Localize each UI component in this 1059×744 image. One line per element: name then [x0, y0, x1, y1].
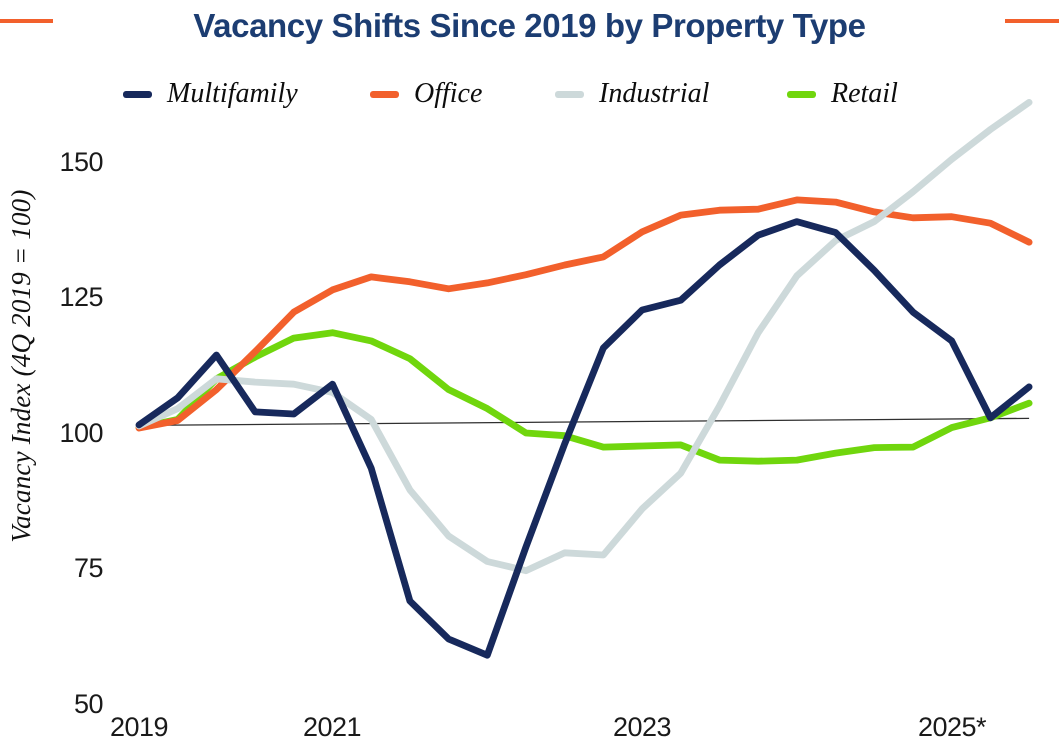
y-tick-label-100: 100 [59, 418, 103, 448]
legend-item-office: Office [370, 76, 482, 112]
y-tick-label-150: 150 [59, 147, 103, 177]
office-line-swatch-icon [370, 90, 399, 98]
x-tick-label-2019: 2019 [109, 712, 169, 742]
decorative-rule-left [0, 19, 53, 23]
legend-item-industrial: Industrial [555, 76, 709, 112]
legend: Multifamily Office Industrial Retail [0, 76, 1059, 112]
y-tick-label-50: 50 [73, 689, 104, 719]
y-tick-label-125: 125 [59, 282, 103, 312]
retail-line-swatch-icon [787, 90, 816, 98]
x-tick-label-2025: 2025* [917, 712, 987, 742]
decorative-rule-right [1005, 19, 1059, 23]
legend-label-multifamily: Multifamily [167, 78, 298, 109]
industrial-line-swatch-icon [555, 90, 584, 98]
legend-label-industrial: Industrial [599, 78, 710, 109]
x-tick-label-2021: 2021 [302, 712, 362, 742]
legend-label-office: Office [414, 78, 483, 109]
multifamily-line-swatch-icon [123, 90, 152, 98]
legend-item-retail: Retail [787, 76, 898, 112]
y-tick-label-75: 75 [73, 553, 104, 583]
legend-label-retail: Retail [831, 78, 898, 109]
baseline-100-reference-line [138, 417, 1030, 427]
chart-title: Vacancy Shifts Since 2019 by Property Ty… [193, 7, 866, 44]
industrial-series-line [135, 99, 1033, 575]
x-tick-label-2023: 2023 [612, 712, 672, 742]
retail-series-line [135, 329, 1033, 465]
legend-item-multifamily: Multifamily [123, 76, 298, 112]
multifamily-series-line [135, 218, 1033, 659]
